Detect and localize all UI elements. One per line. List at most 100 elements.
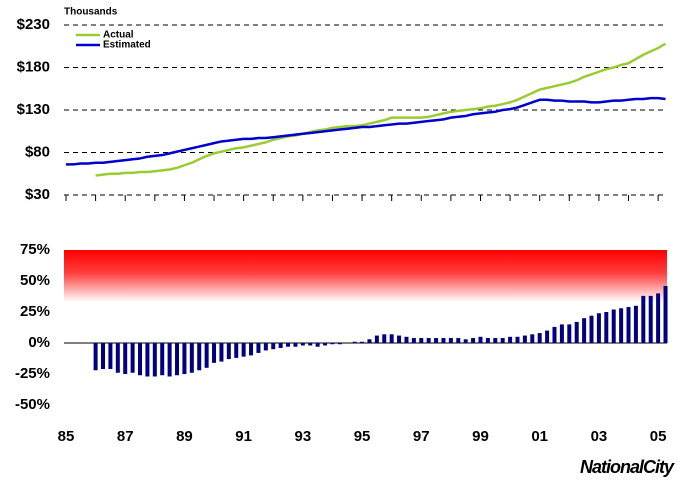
bar [138,343,143,376]
bar [582,318,587,343]
bar [471,338,476,343]
bar [515,336,520,343]
bar [404,336,409,343]
bar [330,343,335,345]
bar [574,321,579,343]
bar [537,333,542,343]
bar [286,343,291,347]
bar [500,338,505,343]
y-tick-label: $180 [17,58,50,75]
bar [508,336,513,343]
bar [108,343,113,370]
x-tick-label: 87 [117,428,134,445]
bar [530,334,535,343]
bar [101,343,106,370]
bar [360,341,365,343]
bar [152,343,157,377]
x-tick-label: 99 [472,428,489,445]
bar [212,343,217,363]
y-tick-label: -25% [15,365,50,382]
y-tick-label: $30 [25,186,50,203]
bar [123,343,128,374]
bar [352,341,357,343]
bar [522,335,527,343]
bar [315,343,320,347]
legend-label: Estimated [103,40,151,51]
y-tick-label: 25% [20,303,50,320]
x-tick-label: 91 [235,428,252,445]
bar [552,326,557,343]
x-tick-label: 01 [531,428,548,445]
bar [545,330,550,343]
bar [130,343,135,373]
bar [293,343,298,347]
bar [389,334,394,343]
bar [441,338,446,343]
bar [308,343,313,346]
y-tick-label: $230 [17,16,50,33]
bar [426,338,431,343]
bar [234,343,239,358]
bar [663,285,668,343]
bar [241,343,246,357]
bar [478,336,483,343]
bar [641,295,646,343]
bar [226,343,231,360]
legend-label: Actual [103,30,134,41]
bar [93,343,98,371]
line-series [66,96,666,166]
bar [419,338,424,343]
bar [367,339,372,343]
x-tick-label: 89 [176,428,193,445]
bar [485,338,490,343]
bar [397,335,402,343]
bar [463,339,468,343]
y-unit-label: Thousands [64,7,118,18]
bar [559,324,564,343]
x-tick-label: 03 [591,428,608,445]
x-tick-label: 97 [413,428,430,445]
bar [604,312,609,343]
x-tick-label: 95 [354,428,371,445]
bar [182,343,187,374]
bar [115,343,120,373]
bar [589,315,594,343]
bar [493,338,498,343]
y-tick-label: 75% [20,241,50,258]
bar [145,343,150,377]
y-tick-label: 50% [20,272,50,289]
bar [249,343,254,356]
y-tick-label: -50% [15,396,50,413]
bar [337,343,342,345]
bar [567,324,572,343]
bar [633,305,638,343]
bar [167,343,172,377]
bar [374,335,379,343]
bar [611,309,616,343]
logo: NationalCity [580,457,675,477]
y-tick-label: $130 [17,101,50,118]
bar [456,338,461,343]
bar [619,308,624,343]
bar [278,343,283,348]
bar [596,313,601,343]
bar [300,343,305,346]
bar [656,293,661,343]
bar [648,295,653,343]
bar [189,343,194,373]
bar [323,343,328,346]
y-tick-label: $80 [25,143,50,160]
bar [204,343,209,368]
highlight-band [64,250,667,302]
bar [434,338,439,343]
x-tick-label: 93 [295,428,312,445]
bar [382,334,387,343]
x-tick-label: 85 [58,428,75,445]
bar [411,338,416,343]
bar [263,343,268,351]
y-tick-label: 0% [28,334,50,351]
line-series [95,42,667,177]
bar [256,343,261,353]
bar [448,338,453,343]
